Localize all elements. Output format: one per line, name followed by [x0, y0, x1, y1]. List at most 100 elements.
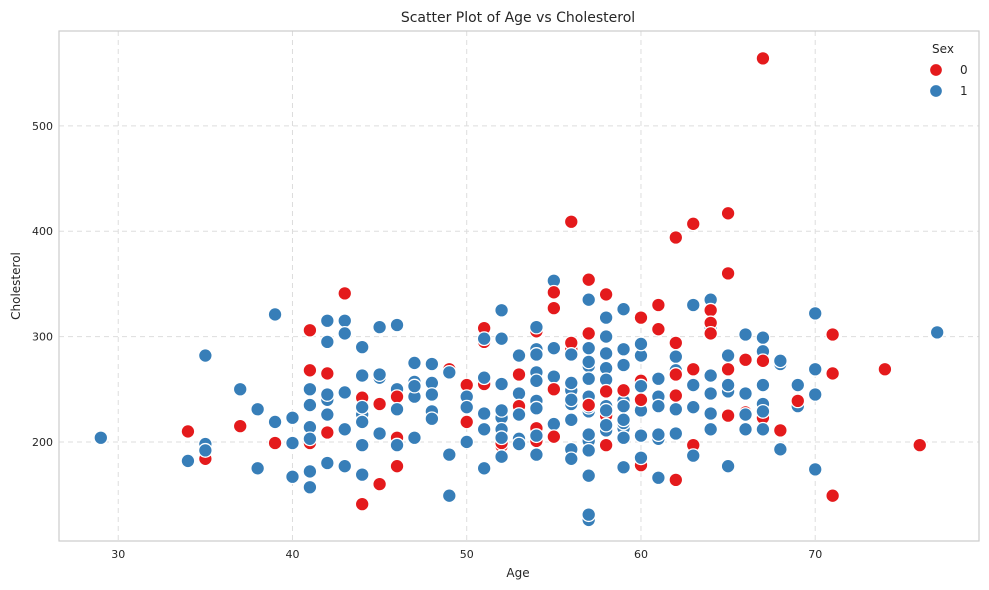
data-point-sex-1	[581, 354, 597, 370]
data-point-sex-1	[581, 442, 597, 458]
x-tick-label: 50	[460, 548, 474, 561]
data-point-sex-1	[685, 297, 701, 313]
y-tick-label: 300	[32, 331, 53, 344]
data-point-sex-0	[581, 272, 597, 288]
x-tick-label: 60	[634, 548, 648, 561]
data-point-sex-1	[581, 507, 597, 523]
data-point-sex-1	[511, 407, 527, 423]
data-point-sex-0	[267, 435, 283, 451]
data-point-sex-0	[302, 362, 318, 378]
data-point-sex-1	[703, 368, 719, 384]
data-point-sex-0	[720, 205, 736, 221]
data-point-sex-1	[476, 406, 492, 421]
data-point-sex-1	[650, 470, 666, 486]
data-point-sex-1	[528, 447, 544, 463]
data-point-sex-1	[319, 334, 335, 350]
data-point-sex-1	[703, 406, 719, 421]
data-point-sex-0	[616, 382, 631, 398]
data-point-sex-1	[337, 325, 353, 341]
data-point-sex-1	[494, 302, 510, 318]
data-point-sex-0	[650, 297, 666, 313]
data-point-sex-1	[616, 412, 631, 428]
x-axis-ticks: 30 40 50 60 70	[111, 548, 822, 561]
data-point-sex-1	[407, 430, 422, 446]
data-point-sex-0	[790, 393, 806, 409]
data-point-sex-0	[703, 325, 719, 341]
data-point-sex-1	[528, 347, 544, 362]
data-point-sex-0	[755, 50, 771, 66]
data-point-sex-1	[407, 355, 422, 371]
data-point-sex-0	[302, 322, 318, 338]
data-point-sex-1	[267, 414, 283, 430]
data-point-sex-1	[197, 348, 213, 363]
data-point-sex-0	[319, 425, 335, 440]
data-point-sex-1	[668, 426, 684, 441]
data-point-sex-0	[389, 458, 405, 474]
data-point-sex-1	[616, 341, 631, 357]
chart-title: Scatter Plot of Age vs Cholesterol	[401, 10, 635, 26]
data-point-sex-0	[319, 366, 335, 381]
data-point-sex-0	[354, 496, 370, 512]
data-point-sex-1	[528, 373, 544, 389]
data-point-sex-1	[738, 407, 753, 423]
data-point-sex-1	[494, 449, 510, 465]
data-point-sex-1	[354, 399, 370, 415]
data-point-sex-0	[546, 284, 562, 300]
data-point-sex-1	[581, 427, 597, 443]
data-point-sex-1	[389, 437, 405, 453]
data-point-sex-1	[616, 398, 631, 414]
data-point-sex-0	[703, 302, 719, 318]
data-point-sex-0	[511, 367, 527, 382]
data-point-sex-1	[232, 381, 248, 397]
data-point-sex-1	[650, 371, 666, 387]
data-point-sex-1	[302, 381, 318, 397]
y-tick-label: 500	[32, 120, 53, 133]
data-point-sex-0	[825, 327, 841, 342]
data-point-sex-1	[424, 356, 440, 372]
data-point-sex-1	[337, 458, 353, 474]
plot-frame	[58, 30, 980, 542]
data-point-sex-1	[93, 430, 109, 446]
data-point-sex-1	[563, 347, 579, 362]
data-point-sex-0	[337, 285, 353, 301]
data-point-sex-1	[319, 313, 335, 329]
data-point-sex-1	[685, 448, 701, 464]
data-point-sex-0	[720, 361, 736, 377]
data-point-sex-1	[354, 339, 370, 355]
data-point-sex-0	[581, 325, 597, 341]
data-point-sex-1	[528, 428, 544, 444]
data-point-sex-1	[285, 435, 300, 451]
data-point-sex-1	[720, 458, 736, 474]
data-point-sex-1	[807, 461, 823, 477]
data-point-sex-0	[668, 472, 684, 488]
data-point-sex-1	[563, 375, 579, 391]
data-point-sex-1	[598, 417, 614, 433]
data-point-sex-1	[441, 447, 457, 463]
data-point-sex-1	[685, 399, 701, 415]
data-point-sex-1	[807, 361, 823, 377]
data-point-sex-1	[755, 377, 771, 393]
data-point-sex-1	[546, 340, 562, 356]
data-point-sex-1	[738, 327, 753, 342]
y-tick-label: 200	[32, 436, 53, 449]
data-point-sex-1	[790, 377, 806, 393]
data-point-sex-1	[302, 431, 318, 447]
data-point-sex-1	[494, 331, 510, 347]
data-point-sex-1	[459, 399, 475, 415]
data-point-sex-1	[441, 488, 457, 504]
data-point-sex-1	[581, 340, 597, 356]
data-point-sex-1	[546, 416, 562, 432]
data-point-sex-0	[633, 310, 649, 326]
data-point-sex-1	[528, 400, 544, 416]
y-tick-label: 400	[32, 225, 53, 238]
data-point-sex-1	[354, 437, 370, 453]
data-point-sex-1	[807, 305, 823, 321]
data-point-sex-1	[372, 319, 388, 335]
x-tick-label: 40	[285, 548, 299, 561]
data-point-sex-1	[389, 401, 405, 417]
data-point-sex-1	[546, 369, 562, 385]
data-point-sex-1	[337, 384, 353, 400]
data-point-sex-1	[755, 403, 771, 419]
data-point-sex-1	[319, 455, 335, 471]
data-point-sex-0	[825, 366, 841, 381]
